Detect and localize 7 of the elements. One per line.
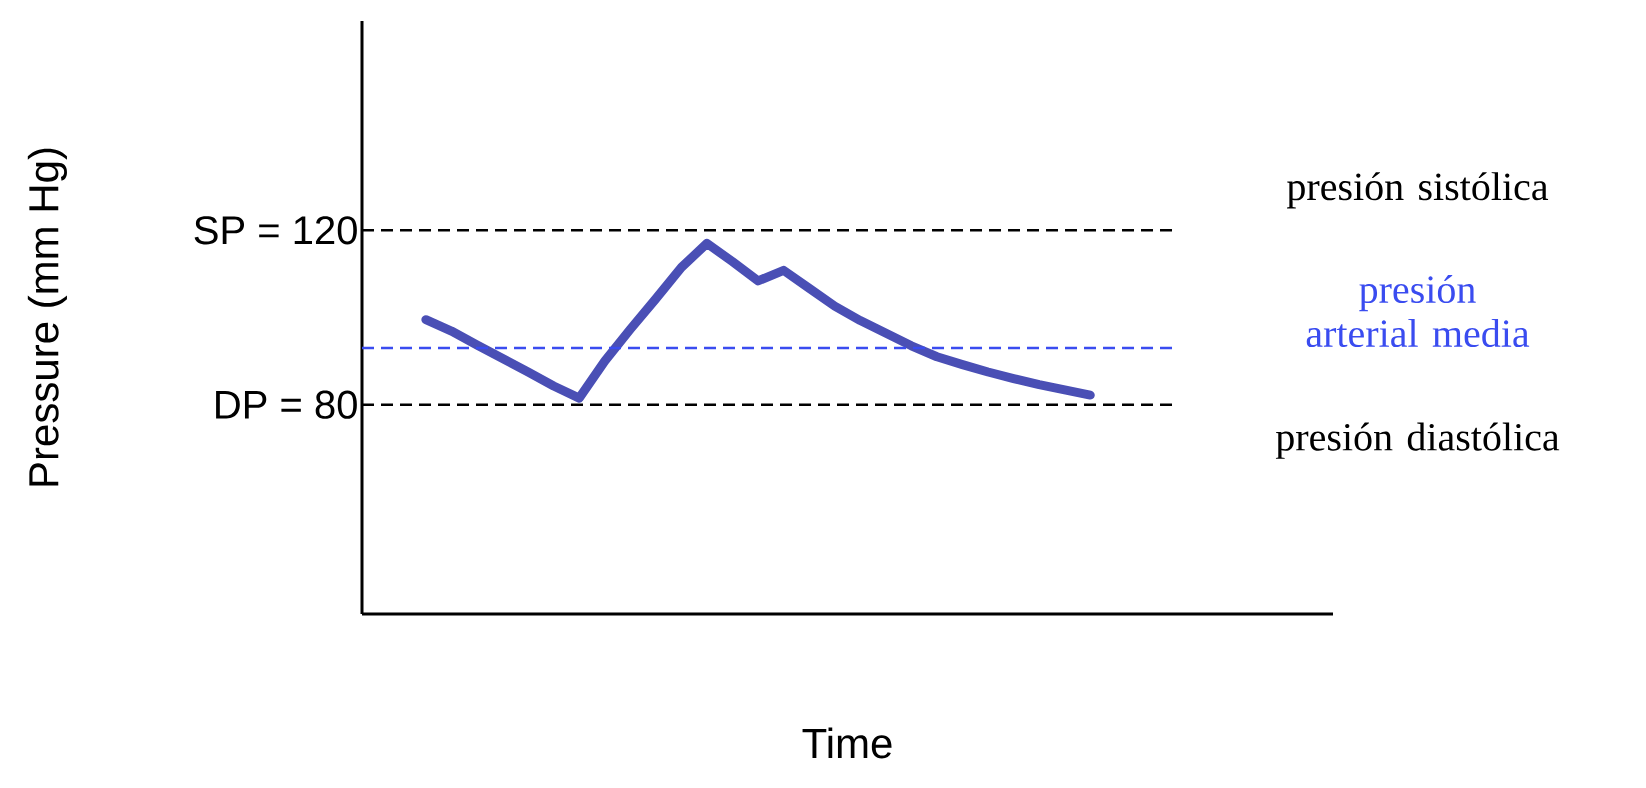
ref-line-label: presión sistólica	[1287, 172, 1549, 209]
y-axis-title: Pressure (mm Hg)	[27, 148, 67, 486]
x-axis-title: Time	[802, 727, 892, 759]
y-tick-label: SP = 120	[194, 216, 357, 245]
y-tick-label: DP = 80	[216, 390, 357, 419]
ref-line-label: presión diastólica	[1275, 422, 1560, 459]
ref-line-label: presión arterial media	[1306, 274, 1530, 348]
